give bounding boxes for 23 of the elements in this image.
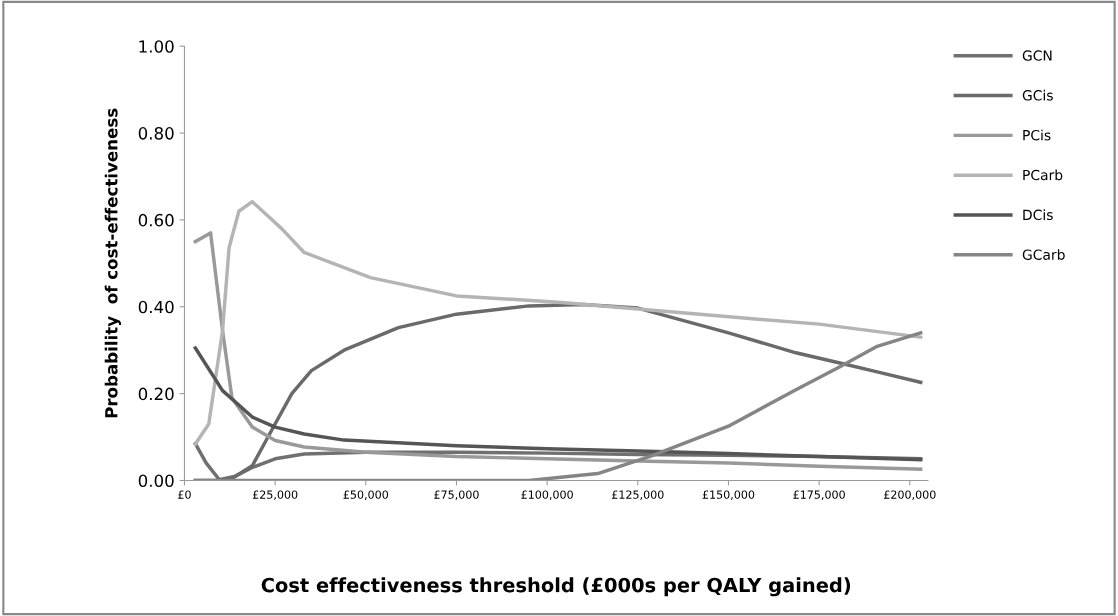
y-tick-label: 0.00 bbox=[138, 474, 174, 488]
x-tick-label: £100,000 bbox=[521, 490, 573, 500]
y-tick-label: 0.80 bbox=[138, 127, 174, 140]
x-tick-label: £200,000 bbox=[884, 490, 936, 500]
x-tick-label: £25,000 bbox=[252, 490, 298, 500]
legend-label: PCis bbox=[1023, 129, 1051, 141]
legend-label: GCis bbox=[1022, 89, 1053, 101]
x-tick-label: £50,000 bbox=[343, 490, 389, 500]
x-axis-title: Cost effectiveness threshold (£000s per QALY gained) bbox=[261, 577, 851, 597]
y-tick-label: 0.20 bbox=[138, 387, 174, 401]
x-tick-label: £125,000 bbox=[612, 490, 664, 500]
x-tick-label: £0 bbox=[178, 490, 191, 499]
x-tick-label: £150,000 bbox=[702, 490, 755, 500]
legend-label: PCarb bbox=[1023, 169, 1063, 181]
y-tick-label: 1.00 bbox=[139, 40, 174, 53]
x-tick-label: £75,000 bbox=[434, 490, 479, 500]
x-tick-label: £175,000 bbox=[793, 490, 845, 500]
legend-label: GCN bbox=[1022, 50, 1052, 61]
legend-label: DCis bbox=[1023, 209, 1053, 221]
y-axis-title: Probability of cost-effectiveness bbox=[104, 108, 121, 418]
legend-label: GCarb bbox=[1022, 249, 1065, 260]
y-tick-label: 0.40 bbox=[138, 300, 174, 314]
y-tick-label: 0.60 bbox=[138, 213, 174, 227]
